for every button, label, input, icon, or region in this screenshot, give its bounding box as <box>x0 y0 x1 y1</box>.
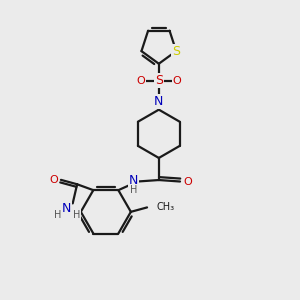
Text: S: S <box>172 45 180 58</box>
Text: O: O <box>49 175 58 185</box>
Text: H: H <box>54 210 61 220</box>
Text: H: H <box>130 185 137 195</box>
Text: N: N <box>61 202 71 215</box>
Text: CH₃: CH₃ <box>157 202 175 212</box>
Text: O: O <box>173 76 182 86</box>
Text: N: N <box>128 173 138 187</box>
Text: S: S <box>155 74 163 87</box>
Text: N: N <box>154 95 164 108</box>
Text: O: O <box>136 76 145 86</box>
Text: O: O <box>183 176 192 187</box>
Text: H: H <box>73 210 80 220</box>
